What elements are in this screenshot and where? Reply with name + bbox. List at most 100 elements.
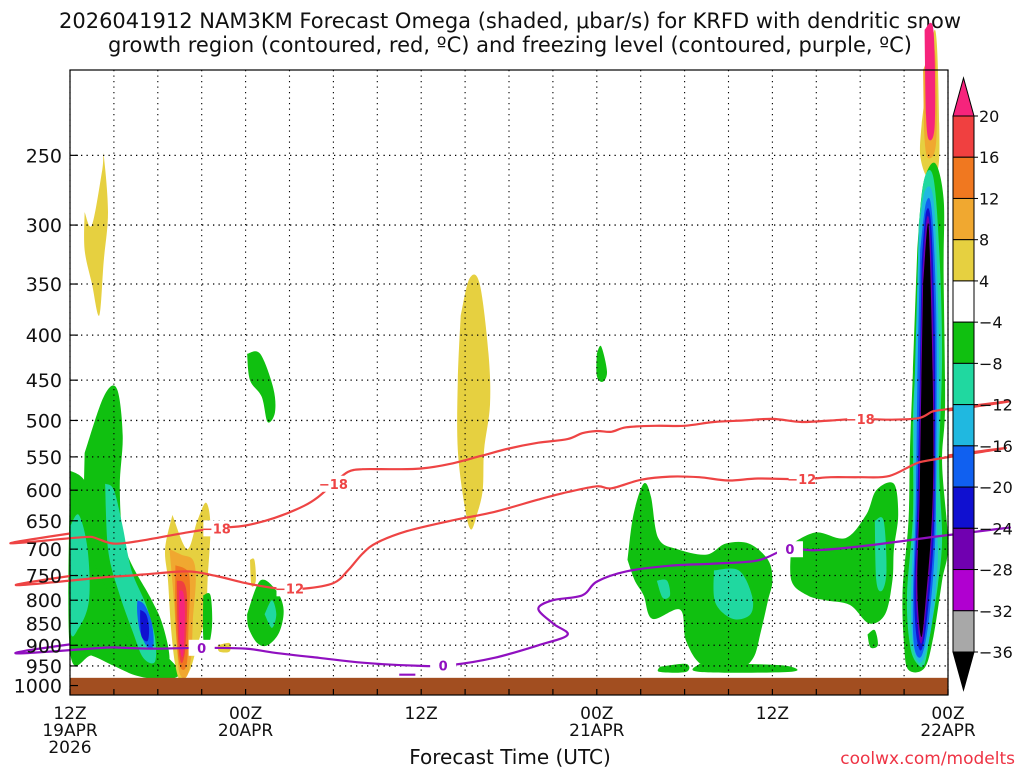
contour-0 — [14, 526, 1011, 668]
contour-label-bg — [276, 580, 303, 597]
shade-region — [457, 274, 491, 530]
credit-text: coolwx.com/modelts — [840, 749, 1015, 768]
colorbar-swatch — [952, 197, 975, 241]
shade-region — [790, 482, 899, 624]
colorbar-label: 4 — [979, 272, 989, 291]
colorbar-label: 12 — [979, 189, 999, 208]
y-tick-label: 300 — [26, 215, 62, 237]
colorbar-label: −20 — [979, 478, 1013, 497]
chart-title-line2: growth region (contoured, red, ºC) and f… — [108, 33, 912, 57]
colorbar-label: −32 — [979, 602, 1013, 621]
y-tick-label: 700 — [26, 539, 62, 561]
colorbar-swatch — [952, 321, 975, 364]
y-tick-label: 800 — [26, 590, 62, 612]
shade-region — [596, 345, 608, 382]
x-tick-label: 12Z — [405, 704, 438, 724]
contour-label: 0 — [785, 543, 794, 558]
y-tick-label: 850 — [26, 613, 62, 635]
x-tick-label: 2026 — [48, 738, 91, 758]
colorbar-label: −16 — [979, 437, 1013, 456]
x-axis-label: Forecast Time (UTC) — [409, 745, 611, 768]
colorbar-swatch — [952, 280, 975, 323]
contour-label-bg — [430, 657, 457, 674]
chart-title-line1: 2026041912 NAM3KM Forecast Omega (shaded… — [59, 9, 961, 33]
contour-label-bg — [188, 639, 215, 656]
colorbar-label: −36 — [979, 643, 1013, 662]
y-tick-label: 550 — [26, 447, 62, 469]
x-tick-label: 12Z — [53, 704, 86, 724]
contour-label: 0 — [439, 659, 448, 674]
shade-region — [924, 22, 936, 141]
shade-region — [917, 223, 934, 638]
x-tick-label: 00Z — [931, 704, 964, 724]
x-tick-label: 00Z — [580, 704, 613, 724]
colorbar-swatch — [952, 362, 975, 406]
shade-region — [867, 629, 878, 649]
colorbar-swatch — [952, 239, 975, 282]
y-tick-label: 1000 — [14, 676, 62, 698]
colorbar-label: −24 — [979, 519, 1013, 538]
shade-region — [713, 568, 754, 620]
y-tick-label: 600 — [26, 480, 62, 502]
contour--12 — [14, 446, 1007, 591]
contour-label: −12 — [275, 582, 304, 597]
shade-region — [692, 663, 798, 673]
x-tick-label: 19APR — [42, 721, 98, 741]
y-tick-label: 500 — [26, 410, 62, 432]
contour-label-bg — [776, 541, 803, 558]
colorbar-label: −12 — [979, 396, 1013, 415]
x-tick-label: 20APR — [218, 721, 274, 741]
contour-lines: −18 −18 −18 −12 −12 0 0 0 — [9, 400, 1011, 674]
colorbar-swatch — [952, 527, 975, 571]
y-tick-label: 900 — [26, 635, 62, 657]
y-tick-label: 350 — [26, 274, 62, 296]
shade-region — [83, 385, 170, 670]
contour-label: −18 — [319, 478, 348, 493]
x-tick-label: 21APR — [569, 721, 625, 741]
colorbar-swatch — [952, 115, 975, 158]
contour-label-bg — [320, 475, 347, 492]
colorbar-swatch — [952, 445, 975, 488]
colorbar-label: 16 — [979, 148, 999, 167]
y-axis: 2503003504004505005506006507007508008509… — [14, 145, 78, 698]
colorbar-label: −8 — [979, 354, 1003, 373]
y-tick-label: 250 — [26, 145, 62, 167]
x-tick-label: 12Z — [756, 704, 789, 724]
shade-region — [656, 579, 671, 599]
colorbar-label: −28 — [979, 561, 1013, 580]
y-tick-label: 750 — [26, 566, 62, 588]
colorbar-swatch — [952, 76, 975, 117]
shade-region — [874, 517, 887, 592]
colorbar-swatch — [952, 569, 975, 612]
colorbar-swatch — [952, 404, 975, 447]
colorbar-swatch — [952, 156, 975, 199]
shade-region — [140, 609, 150, 642]
colorbar-swatch — [952, 610, 975, 653]
colorbar-label: −4 — [979, 313, 1003, 332]
colorbar-swatch — [952, 651, 975, 692]
y-tick-label: 950 — [26, 656, 62, 678]
contour-label: 0 — [197, 642, 206, 657]
shade-region — [69, 514, 90, 637]
colorbar-label: 8 — [979, 231, 989, 250]
colorbar: 20 16 12 8 4 −4 −8 −12 −16 −20 −24 −28 −32 −36 — [952, 76, 1013, 692]
shade-region — [84, 153, 108, 316]
x-tick-label: 22APR — [920, 721, 976, 741]
y-tick-label: 400 — [26, 325, 62, 347]
shade-region — [264, 600, 277, 628]
contour-label: −18 — [846, 413, 875, 428]
contour-label-bg — [788, 471, 815, 488]
x-tick-label: 00Z — [229, 704, 262, 724]
colorbar-swatch — [952, 486, 975, 529]
shade-region — [178, 590, 185, 658]
colorbar-label: 20 — [979, 107, 999, 126]
contour-label-bg — [203, 520, 230, 537]
y-tick-label: 450 — [26, 370, 62, 392]
omega-shading — [68, 22, 948, 682]
contour-label: −18 — [202, 522, 231, 537]
shade-region — [247, 351, 276, 423]
shade-region — [250, 558, 256, 587]
contour-label-bg — [847, 410, 874, 427]
